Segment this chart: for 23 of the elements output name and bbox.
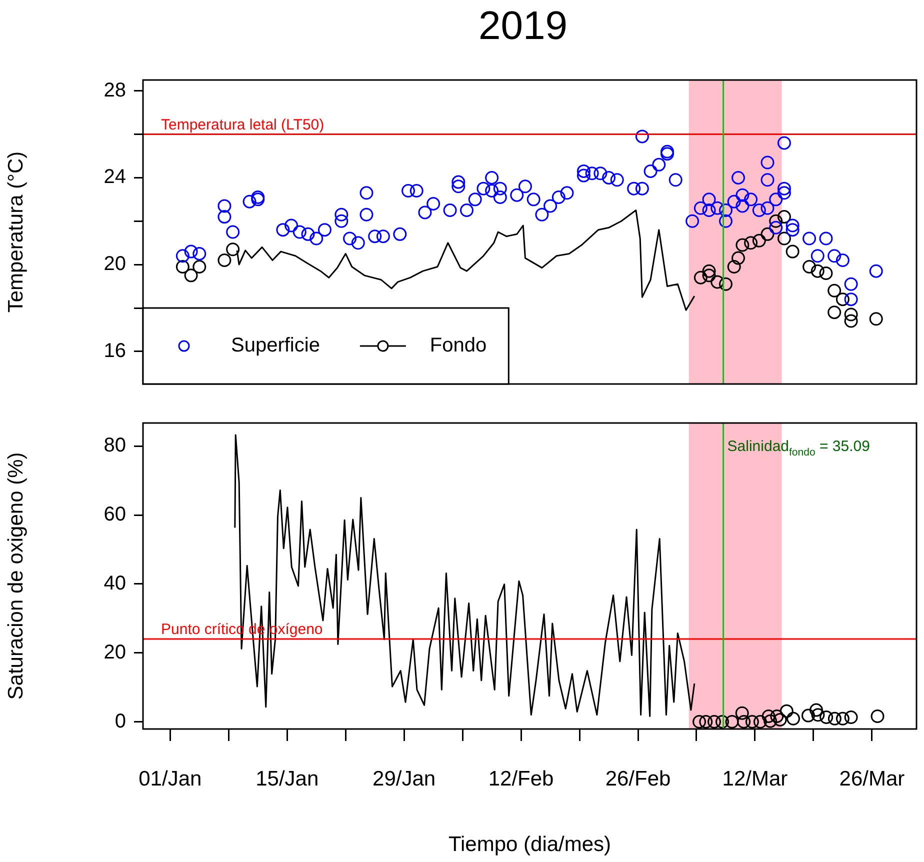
x-tick-label: 29/Jan [372, 767, 436, 790]
y-tick-label: 80 [104, 434, 126, 457]
y-axis-title: Saturacion de oxigeno (%) [4, 452, 28, 700]
y-tick-label: 28 [104, 79, 126, 102]
x-tick-label: 26/Mar [839, 767, 905, 790]
y-tick-label: 0 [114, 710, 126, 732]
x-tick-label: 15/Jan [256, 767, 319, 790]
y-tick-label: 24 [104, 166, 126, 188]
y-tick-label: 20 [104, 641, 126, 664]
y-tick-label: 20 [104, 253, 126, 276]
y-tick-label: 16 [104, 340, 126, 362]
x-tick-label: 01/Jan [138, 767, 202, 790]
chart-title: 2019 [478, 4, 568, 49]
legend-label: Fondo [430, 334, 487, 357]
y-tick-label: 40 [104, 572, 126, 594]
x-axis-title: Tiempo (dia/mes) [448, 833, 612, 856]
y-tick-label: 60 [104, 504, 126, 526]
legend-label: Superficie [231, 334, 320, 357]
y-axis-title: Temperatura (°C) [4, 151, 28, 313]
x-tick-label: 26/Feb [605, 767, 671, 790]
x-tick-label: 12/Feb [488, 767, 554, 790]
x-tick-label: 12/Mar [722, 767, 788, 790]
ref-line-label: Temperatura letal (LT50) [161, 116, 324, 134]
